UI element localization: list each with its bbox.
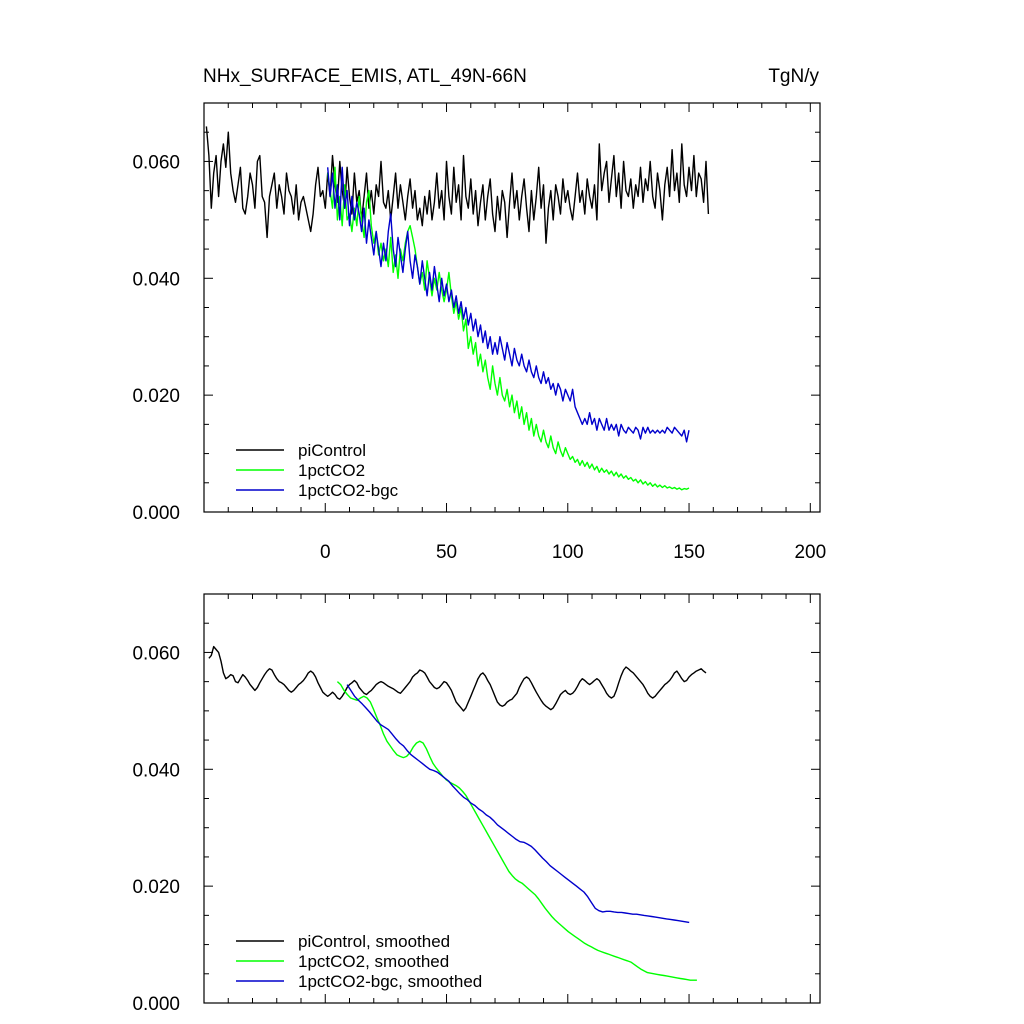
legend-label: 1pctCO2 — [298, 461, 365, 480]
y-tick-label: 0.000 — [132, 994, 180, 1015]
x-tick-label: 100 — [552, 542, 584, 563]
legend-label: piControl — [298, 441, 366, 460]
y-tick-label: 0.040 — [132, 760, 180, 781]
legend-label: 1pctCO2-bgc, smoothed — [298, 972, 482, 991]
smoothed-line-1pctco2-bgc — [346, 684, 690, 924]
series-line-1pctco2-bgc — [327, 166, 690, 443]
top-y-tick-labels: 0.000 0.020 0.040 0.060 — [132, 152, 180, 524]
panel-smoothed: 0.000 0.020 0.040 0.060 piControl, smoothed… — [132, 593, 821, 1015]
bottom-axis-ticks — [203, 593, 820, 1004]
legend-label: 1pctCO2, smoothed — [298, 952, 449, 971]
units-label: TgN/y — [768, 66, 819, 87]
top-plot-frame — [203, 102, 821, 513]
top-series-lines — [205, 126, 710, 491]
top-axis-ticks — [203, 102, 820, 513]
y-tick-label: 0.060 — [132, 643, 180, 664]
y-tick-label: 0.000 — [132, 503, 180, 524]
smoothed-line-1pctco2 — [336, 681, 697, 981]
x-tick-label: 50 — [436, 542, 457, 563]
series-line-picontrol — [205, 126, 710, 244]
bottom-y-tick-labels: 0.000 0.020 0.040 0.060 — [132, 643, 180, 1015]
smoothed-line-picontrol — [208, 645, 707, 712]
x-tick-label: 150 — [673, 542, 705, 563]
bottom-series-lines — [208, 645, 707, 981]
x-tick-label: 0 — [320, 542, 331, 563]
legend-label: 1pctCO2-bgc — [298, 481, 399, 500]
legend-label: piControl, smoothed — [298, 932, 450, 951]
bottom-plot-frame — [203, 593, 821, 1004]
panel-raw: 0.000 0.020 0.040 0.060 0 50 100 150 200 piCont… — [132, 102, 826, 563]
y-tick-label: 0.060 — [132, 152, 180, 173]
chart-title: NHx_SURFACE_EMIS, ATL_49N-66N — [203, 66, 527, 87]
series-line-1pctco2 — [327, 166, 690, 491]
y-tick-label: 0.040 — [132, 269, 180, 290]
top-x-tick-labels: 0 50 100 150 200 — [320, 542, 826, 563]
y-tick-label: 0.020 — [132, 877, 180, 898]
y-tick-label: 0.020 — [132, 386, 180, 407]
x-tick-label: 200 — [794, 542, 826, 563]
